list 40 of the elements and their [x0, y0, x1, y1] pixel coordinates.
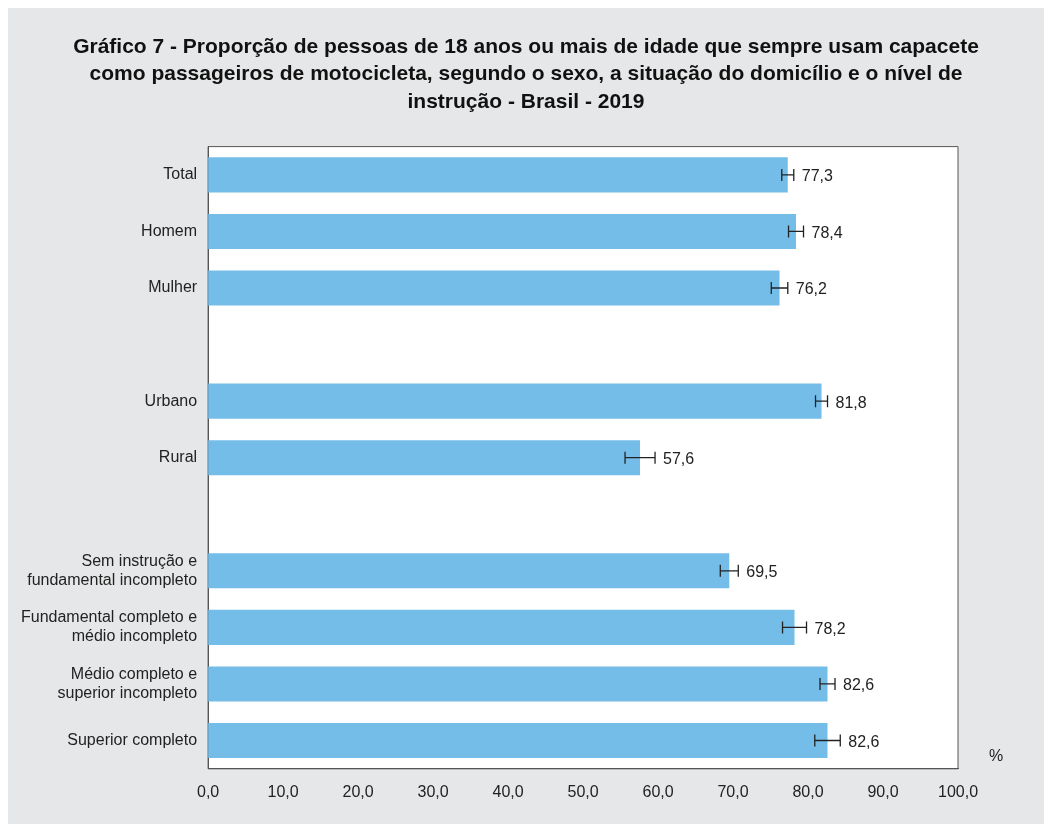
x-tick-label: 60,0 [642, 782, 674, 800]
y-tick-label: Médio completo e superior incompleto [57, 664, 198, 701]
data-label: 76,2 [795, 280, 828, 298]
bar [208, 553, 730, 589]
x-axis-title: % [988, 747, 1004, 765]
x-tick-label: 10,0 [267, 782, 299, 800]
y-tick-label: Superior completo [67, 730, 198, 748]
data-label: 82,6 [843, 676, 875, 694]
bar [208, 383, 822, 419]
x-tick-label: 90,0 [867, 782, 899, 800]
bar [208, 440, 641, 476]
data-label: 78,4 [811, 223, 843, 241]
x-tick-label: 80,0 [792, 782, 824, 800]
data-label: 78,2 [814, 619, 846, 637]
data-label: 57,6 [663, 450, 695, 467]
x-tick-label: 70,0 [717, 782, 749, 800]
y-tick-label: Urbano [144, 391, 198, 409]
bar [208, 157, 788, 193]
x-tick-label: 0,0 [196, 782, 220, 800]
y-tick-label: Homem [141, 221, 198, 239]
data-label: 77,3 [801, 167, 834, 185]
data-label: 69,5 [746, 563, 778, 581]
x-tick-label: 100,0 [937, 782, 979, 800]
x-tick-label: 20,0 [342, 782, 374, 800]
y-tick-label: Sem instrução e fundamental incompleto [27, 551, 198, 588]
x-tick-label: 50,0 [567, 782, 599, 800]
data-label: 82,6 [848, 732, 880, 750]
bar [208, 666, 828, 702]
bar [208, 609, 795, 645]
chart-title: Gráfico 7 - Proporção de pessoas de 18 anos ou mais de idade que sempre usam capacete como passageiros de motocicleta, segundo o sexo, a situação do domicílio e o nível de instrução - Brasil - 2019 [72, 33, 980, 114]
data-label: 81,8 [835, 393, 867, 411]
bar [208, 722, 828, 758]
bar [208, 270, 780, 306]
y-tick-label: Rural [158, 448, 198, 465]
y-tick-label: Mulher [148, 278, 198, 296]
bar [208, 213, 797, 249]
x-tick-label: 30,0 [417, 782, 449, 800]
x-tick-label: 40,0 [492, 782, 524, 800]
y-tick-label: Fundamental completo e médio incompleto [20, 608, 198, 645]
y-tick-label: Total [163, 165, 198, 183]
